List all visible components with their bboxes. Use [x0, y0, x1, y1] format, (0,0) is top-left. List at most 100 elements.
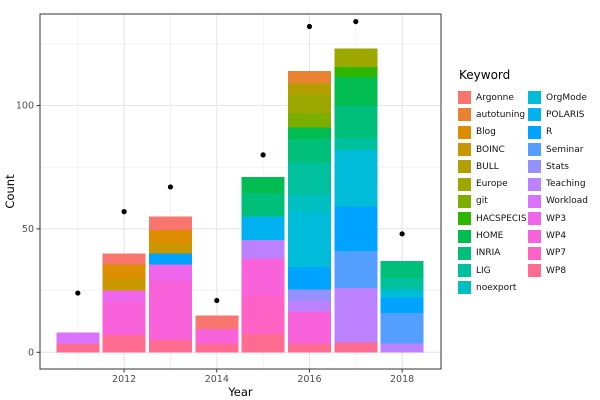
- legend-item-BOINC: BOINC: [458, 141, 528, 158]
- legend-label: noexport: [476, 282, 517, 293]
- bar-segment-2018-INRIA: [380, 260, 424, 279]
- legend-label: BULL: [476, 161, 499, 172]
- bar-segment-2012-WP8: [102, 335, 146, 353]
- legend-swatch-autotuning: [458, 108, 471, 122]
- bar-segment-2017-Europe: [334, 48, 378, 68]
- legend-swatch-Teaching: [528, 177, 541, 191]
- legend-item-Europe: Europe: [458, 175, 528, 192]
- data-point-2016: [306, 23, 313, 30]
- legend-item-Seminar: Seminar: [528, 141, 598, 158]
- legend-label: Workload: [546, 196, 589, 207]
- bar-segment-2011-WP8: [56, 343, 100, 353]
- y-axis-tick-label: 100: [16, 101, 34, 112]
- legend-swatch-LIG: [458, 264, 471, 278]
- legend-label: Stats: [546, 161, 569, 172]
- bar-segment-2013-Argonne: [148, 216, 192, 231]
- bar-segment-2017-HOME: [334, 77, 378, 106]
- bar-segment-2013-Blog: [148, 230, 192, 244]
- legend: Keyword Argonne autotuning Blog BOINC BULL Eu…: [458, 68, 600, 297]
- legend-item-HOME: HOME: [458, 227, 528, 244]
- bar-segment-2018-Seminar: [380, 312, 424, 344]
- bar-segment-2012-WP4: [102, 301, 146, 336]
- legend-item-Blog: Blog: [458, 124, 528, 141]
- data-point-2018: [399, 231, 405, 237]
- legend-swatch-Seminar: [528, 143, 541, 157]
- bar-segment-2017-OrgMode: [334, 149, 378, 207]
- legend-label: R: [546, 127, 553, 138]
- bar-segment-2017-WP8: [334, 342, 378, 353]
- bar-segment-2016-WP4: [287, 311, 331, 344]
- bar-segment-2015-INRIA: [241, 193, 285, 217]
- legend-swatch-R: [528, 125, 541, 139]
- legend-label: Teaching: [546, 179, 586, 190]
- legend-swatch-WP4: [528, 229, 541, 243]
- bar-segment-2015-POLARIS: [241, 216, 285, 241]
- bar-segment-2016-noexport: [287, 194, 331, 212]
- bar-segment-2016-Europe: [287, 94, 331, 113]
- data-point-2012: [121, 209, 127, 215]
- legend-swatch-WP3: [528, 212, 541, 226]
- legend-item-WP8: WP8: [528, 262, 598, 279]
- bar-segment-2015-HOME: [241, 177, 285, 194]
- bar-segment-2016-Teaching: [287, 300, 331, 312]
- legend-label: autotuning: [476, 109, 526, 120]
- panel-border: [39, 13, 442, 370]
- legend-item-Teaching: Teaching: [528, 175, 598, 192]
- legend-swatch-Blog: [458, 125, 471, 139]
- legend-item-BULL: BULL: [458, 158, 528, 175]
- legend-swatch-git: [458, 194, 471, 208]
- legend-label: git: [476, 196, 488, 207]
- legend-swatch-OrgMode: [528, 91, 541, 105]
- legend-item-git: git: [458, 193, 528, 210]
- bar-segment-2015-Teaching: [241, 240, 285, 259]
- legend-swatch-Argonne: [458, 91, 471, 105]
- legend-label: Blog: [476, 127, 496, 138]
- bar-segment-2011-Workload: [56, 332, 100, 344]
- legend-column: OrgMode POLARIS R Seminar Stats Teaching Workl…: [528, 89, 598, 297]
- legend-label: OrgMode: [546, 92, 587, 103]
- data-point-2014: [214, 297, 220, 304]
- legend-item-WP4: WP4: [528, 227, 598, 244]
- bar-segment-2012-BOINC: [102, 278, 146, 291]
- bar-segment-2013-WP8: [148, 339, 192, 353]
- legend-label: POLARIS: [546, 109, 585, 120]
- bar-segment-2018-R: [380, 298, 424, 313]
- legend-label: HACSPECIS: [476, 213, 527, 224]
- bar-segment-2018-LIG: [380, 278, 424, 290]
- legend-label: INRIA: [476, 248, 501, 259]
- bar-segment-2014-WP8: [195, 343, 239, 353]
- legend-item-Stats: Stats: [528, 158, 598, 175]
- x-axis-tick-label: 2012: [112, 374, 136, 385]
- data-point-2015: [260, 152, 266, 158]
- bar-segment-2015-WP7: [241, 295, 285, 334]
- bar-segment-2015-WP4: [241, 258, 285, 296]
- legend-swatch-BOINC: [458, 143, 471, 157]
- bar-segment-2016-autotuning: [287, 70, 331, 84]
- bar-segment-2016-Stats: [287, 289, 331, 301]
- bar-segment-2016-R: [287, 267, 331, 290]
- legend-label: Europe: [476, 179, 508, 190]
- bar-segment-2013-BOINC: [148, 243, 192, 254]
- bar-segment-2016-LIG: [287, 162, 331, 195]
- bar-segment-2018-Teaching: [380, 343, 424, 353]
- bar-segment-2013-WP3: [148, 264, 192, 281]
- bar-segment-2016-WP8: [287, 343, 331, 353]
- x-axis-tick-label: 2014: [205, 374, 229, 385]
- bar-segment-2016-INRIA: [287, 138, 331, 163]
- bar-segment-2017-LIG: [334, 137, 378, 150]
- legend-swatch-noexport: [458, 281, 471, 295]
- bar-segment-2017-R: [334, 206, 378, 252]
- legend-title: Keyword: [459, 68, 511, 82]
- legend-entries: Argonne autotuning Blog BOINC BULL Europe git H…: [458, 89, 600, 297]
- legend-label: HOME: [476, 231, 504, 242]
- legend-swatch-WP7: [528, 246, 541, 260]
- y-axis-tick-label: 0: [28, 347, 34, 358]
- legend-item-WP3: WP3: [528, 210, 598, 227]
- y-axis-tick-label: 50: [22, 224, 34, 235]
- legend-item-noexport: noexport: [458, 279, 528, 296]
- legend-swatch-Workload: [528, 194, 541, 208]
- legend-item-INRIA: INRIA: [458, 245, 528, 262]
- bar-segment-2017-Seminar: [334, 251, 378, 289]
- legend-label: Argonne: [476, 92, 514, 103]
